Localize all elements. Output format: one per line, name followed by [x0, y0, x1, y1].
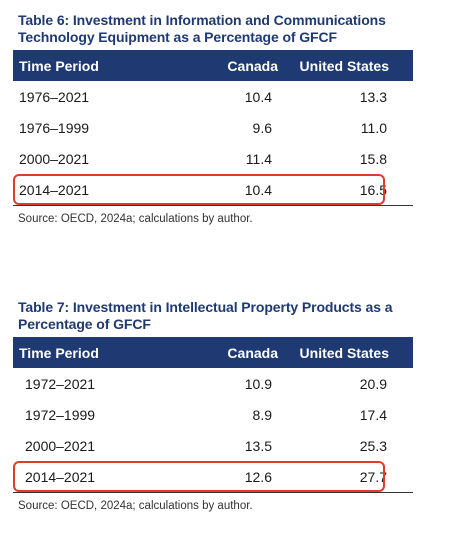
header-united-states: United States: [299, 57, 389, 74]
cell-us: 17.4: [359, 406, 387, 423]
table-6-block: Table 6: Investment in Information and C…: [13, 12, 413, 225]
table-row: 1976–2021 10.4 13.3: [13, 81, 413, 112]
cell-canada: 12.6: [244, 468, 272, 485]
header-canada: Canada: [227, 344, 278, 361]
header-time-period: Time Period: [19, 344, 99, 361]
cell-period: 2014–2021: [19, 181, 90, 198]
table-6-caption: Table 6: Investment in Information and C…: [18, 12, 413, 46]
table-row: 2014–2021 10.4 16.5: [13, 174, 413, 206]
header-united-states: United States: [299, 344, 389, 361]
table-row: 2000–2021 11.4 15.8: [13, 143, 413, 174]
cell-period: 2000–2021: [25, 437, 96, 454]
cell-canada: 9.6: [252, 119, 272, 136]
table-7-caption-line1: Table 7: Investment in Intellectual Prop…: [18, 299, 393, 315]
cell-us: 20.9: [359, 375, 387, 392]
header-time-period: Time Period: [19, 57, 99, 74]
table-7: Time Period Canada United States 1972–20…: [13, 337, 413, 493]
table-row: 1972–1999 8.9 17.4: [13, 399, 413, 430]
table-7-block: Table 7: Investment in Intellectual Prop…: [13, 299, 413, 512]
table-7-caption: Table 7: Investment in Intellectual Prop…: [18, 299, 413, 333]
cell-period: 1972–2021: [25, 375, 96, 392]
table-row: 2000–2021 13.5 25.3: [13, 430, 413, 461]
header-canada: Canada: [227, 57, 278, 74]
table-6-caption-line2: Technology Equipment as a Percentage of …: [18, 29, 337, 45]
cell-period: 2014–2021: [25, 468, 96, 485]
cell-canada: 10.4: [244, 181, 272, 198]
cell-period: 1976–2021: [19, 88, 90, 105]
cell-period: 1976–1999: [19, 119, 90, 136]
table-header-row: Time Period Canada United States: [13, 50, 413, 81]
cell-us: 15.8: [359, 150, 387, 167]
cell-canada: 11.4: [245, 150, 272, 167]
cell-canada: 10.9: [244, 375, 272, 392]
table-row: 2014–2021 12.6 27.7: [13, 461, 413, 493]
table-row: 1976–1999 9.6 11.0: [13, 112, 413, 143]
table-row: 1972–2021 10.9 20.9: [13, 368, 413, 399]
table-header-row: Time Period Canada United States: [13, 337, 413, 368]
cell-canada: 13.5: [244, 437, 272, 454]
cell-us: 13.3: [359, 88, 387, 105]
cell-period: 1972–1999: [25, 406, 96, 423]
cell-us: 11.0: [360, 119, 387, 136]
source-note: Source: OECD, 2024a; calculations by aut…: [18, 500, 253, 512]
cell-us: 27.7: [359, 468, 387, 485]
cell-period: 2000–2021: [19, 150, 90, 167]
table-6: Time Period Canada United States 1976–20…: [13, 50, 413, 206]
cell-canada: 8.9: [252, 406, 272, 423]
source-note: Source: OECD, 2024a; calculations by aut…: [18, 213, 253, 225]
cell-us: 16.5: [359, 181, 387, 198]
cell-canada: 10.4: [244, 88, 272, 105]
cell-us: 25.3: [359, 437, 387, 454]
table-7-caption-line2: Percentage of GFCF: [18, 316, 151, 332]
table-6-caption-line1: Table 6: Investment in Information and C…: [18, 12, 386, 28]
